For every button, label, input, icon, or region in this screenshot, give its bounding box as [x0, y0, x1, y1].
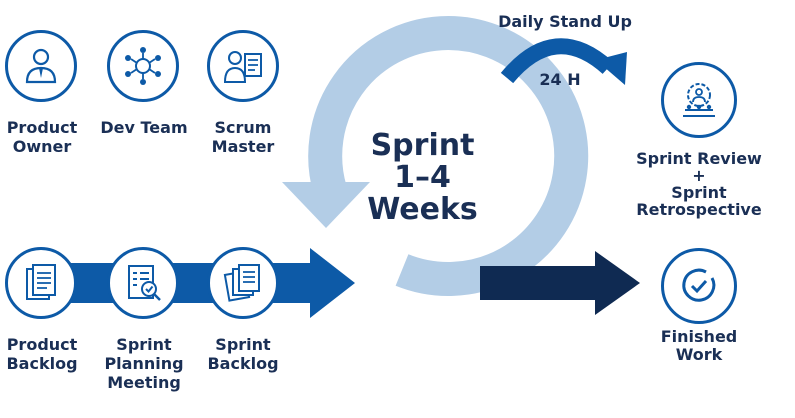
stacked-pages-icon	[223, 264, 260, 302]
role-dev-team	[107, 30, 179, 102]
sprint-cycle-arrowhead	[282, 182, 370, 228]
artifact-sprint-planning-label: Sprint Planning Meeting	[104, 335, 184, 392]
role-product-owner	[5, 30, 77, 102]
finished-work-node	[661, 248, 737, 324]
backlog-flow-arrow	[30, 248, 355, 318]
sprint-review-node	[661, 62, 737, 138]
artifact-sprint-backlog	[207, 247, 279, 319]
checklist-search-icon	[128, 265, 161, 301]
check-circle-icon	[682, 268, 716, 302]
documents-icon	[26, 264, 56, 300]
role-scrum-master-label: Scrum Master	[211, 118, 275, 156]
artifact-sprint-planning	[107, 247, 179, 319]
role-product-owner-label: Product Owner	[6, 118, 78, 156]
sprint-duration-unit: Weeks	[367, 192, 478, 227]
gear-team-icon	[683, 83, 715, 117]
finished-flow-arrow	[480, 251, 640, 315]
team-network-icon	[125, 47, 161, 85]
sprint-title: Sprint	[370, 128, 475, 163]
finished-work-label: Finished Work	[660, 327, 738, 364]
artifact-product-backlog-label: Product Backlog	[6, 335, 78, 373]
presenter-board-icon	[223, 51, 262, 83]
artifact-sprint-backlog-label: Sprint Backlog	[207, 335, 279, 373]
standup-title: Daily Stand Up	[498, 12, 632, 31]
standup-arrowhead	[596, 52, 627, 85]
standup-duration: 24 H	[539, 70, 581, 89]
artifact-product-backlog	[5, 247, 77, 319]
sprint-center-text: Sprint 1–4 Weeks	[365, 130, 480, 226]
person-icon	[25, 48, 57, 84]
sprint-review-label: Sprint Review + Sprint Retrospective	[636, 149, 762, 219]
standup-arc-arrow	[500, 38, 614, 84]
role-scrum-master	[207, 30, 279, 102]
sprint-duration: 1–4	[394, 160, 451, 195]
role-dev-team-label: Dev Team	[100, 118, 188, 137]
